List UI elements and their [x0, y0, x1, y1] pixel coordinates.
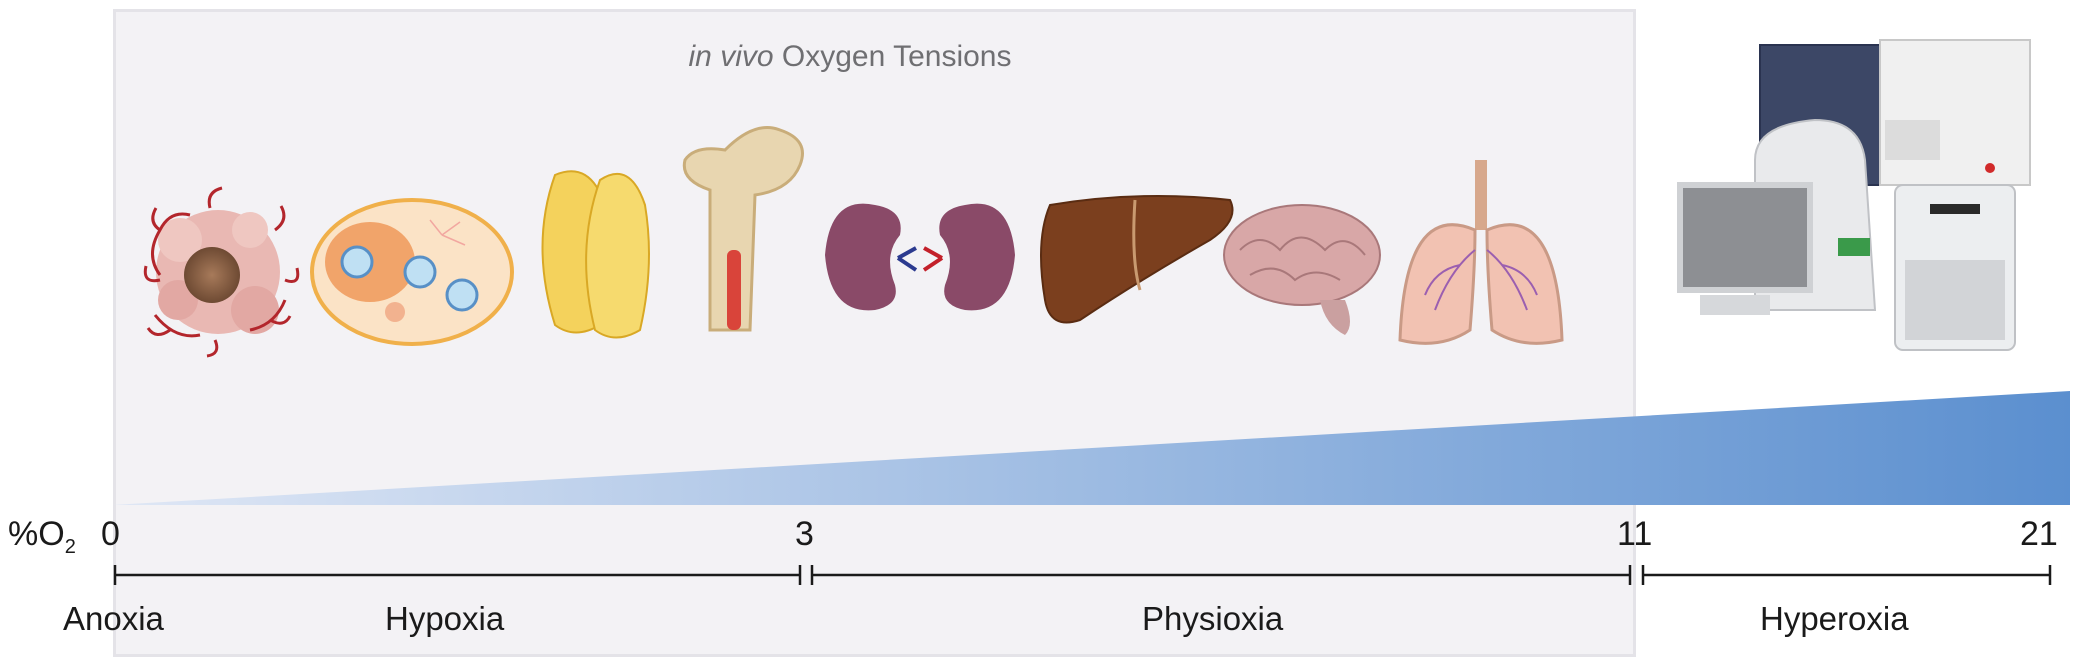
title-rest: Oxygen Tensions — [773, 40, 1012, 73]
femur-icon — [682, 126, 804, 332]
zone-label-anoxia: Anoxia — [63, 600, 164, 637]
axis-label-prefix: %O — [8, 515, 65, 553]
diagram-title: in vivo Oxygen Tensions — [0, 40, 1700, 74]
range-bracket-physioxia — [810, 565, 1632, 585]
tick-label-0: 0 — [101, 515, 120, 553]
adipose-tissue-icon — [541, 170, 650, 339]
zone-label-hyperoxia: Hyperoxia — [1760, 600, 1909, 637]
kidneys-icon — [825, 203, 1015, 311]
tick-label-3: 3 — [795, 515, 814, 553]
oxygen-gradient-wedge — [113, 391, 2070, 505]
lab-equipment-icon — [1677, 39, 2031, 351]
bone-marrow-niche-icon — [310, 198, 514, 346]
range-bracket-hypoxia — [113, 565, 802, 585]
axis-label-o2: %O2 — [8, 515, 76, 559]
tumor-icon — [143, 186, 300, 358]
axis-label-subscript: 2 — [64, 535, 76, 558]
zone-label-hypoxia: Hypoxia — [385, 600, 505, 637]
tick-label-21: 21 — [2020, 515, 2058, 553]
title-italic: in vivo — [688, 40, 774, 73]
lungs-icon — [1398, 160, 1564, 345]
brain-icon — [1223, 204, 1381, 335]
zone-label-physioxia: Physioxia — [1142, 600, 1284, 637]
liver-icon — [1040, 195, 1234, 324]
tick-label-11: 11 — [1617, 515, 1653, 553]
range-bracket-hyperoxia — [1641, 565, 2052, 585]
